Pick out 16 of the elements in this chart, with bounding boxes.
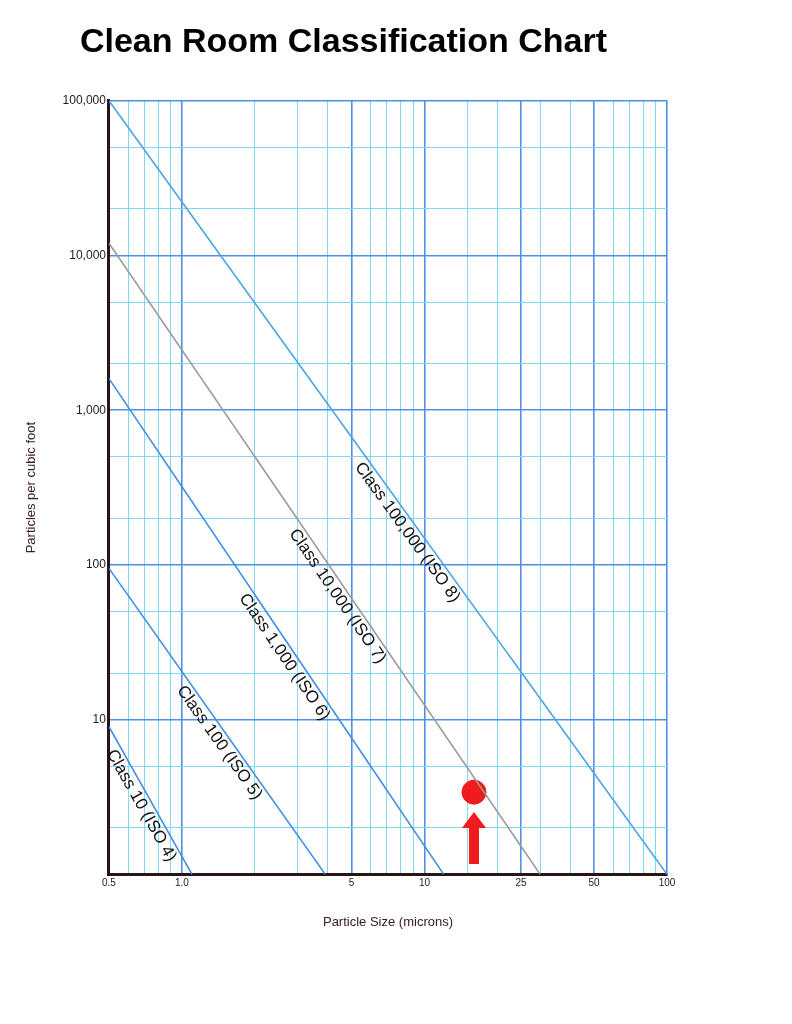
y-axis-title: Particles per cubic foot	[23, 421, 39, 554]
y-tick-label: 1,000	[75, 402, 107, 417]
x-tick-label: 1.0	[175, 877, 190, 889]
x-tick-label: 100	[658, 877, 676, 889]
y-tick-label: 100	[85, 557, 107, 572]
x-tick-label: 10	[418, 877, 431, 889]
x-tick-label: 0.5	[102, 877, 117, 889]
text: Class 10 (ISO 4)	[102, 745, 182, 865]
x-tick-label: 50	[588, 877, 600, 889]
y-tick-label: 10	[92, 711, 107, 726]
y-tick-label: 10,000	[69, 247, 107, 262]
x-tick-label: 5	[348, 877, 355, 889]
chart-title: Clean Room Classification Chart	[79, 20, 608, 59]
y-tick-label: 100,000	[62, 93, 107, 108]
x-axis-title: Particle Size (microns)	[322, 913, 453, 929]
x-tick-label: 25	[515, 877, 527, 889]
